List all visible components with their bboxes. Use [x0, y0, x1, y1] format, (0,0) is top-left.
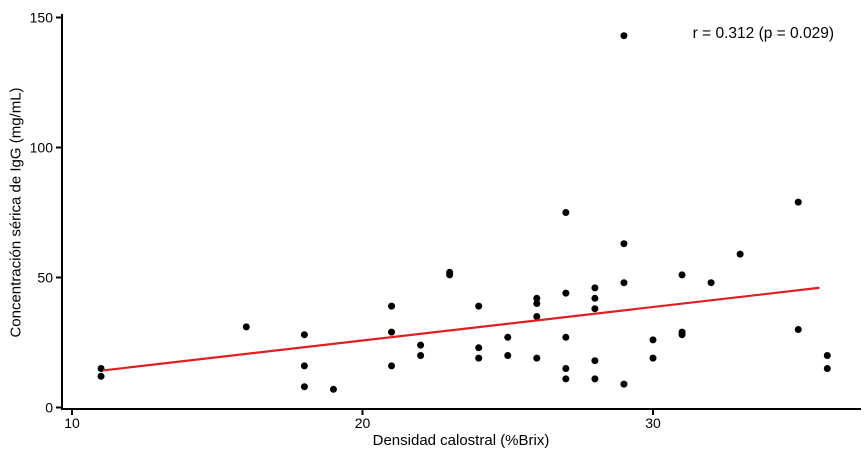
- data-point: [242, 323, 250, 331]
- data-point: [562, 333, 570, 341]
- data-point: [620, 32, 628, 40]
- data-point: [591, 284, 599, 292]
- data-point: [417, 352, 425, 359]
- data-point: [388, 302, 396, 310]
- data-point: [388, 328, 396, 336]
- y-axis-tick-label: 0: [45, 400, 53, 416]
- data-point: [591, 357, 599, 365]
- data-point: [794, 198, 802, 206]
- data-point: [707, 279, 715, 287]
- data-point: [794, 326, 802, 333]
- y-axis-title-container: Concentración sérica de IgG (mg/mL): [1, 0, 31, 424]
- data-point: [649, 354, 657, 362]
- data-point: [97, 365, 105, 372]
- data-point: [620, 279, 628, 287]
- x-axis-tick-label: 20: [355, 415, 371, 431]
- data-point: [475, 354, 483, 362]
- data-point: [300, 362, 308, 370]
- trend-line: [102, 286, 820, 372]
- data-point: [300, 331, 308, 339]
- data-point: [562, 365, 570, 372]
- data-point: [475, 302, 483, 310]
- correlation-annotation: r = 0.312 (p = 0.029): [692, 25, 834, 42]
- x-axis-title: Densidad calostral (%Brix): [372, 432, 550, 449]
- x-axis-tick-label: 30: [645, 415, 661, 431]
- data-point: [620, 380, 628, 388]
- data-point: [446, 271, 454, 279]
- data-point: [504, 352, 512, 359]
- data-point: [591, 305, 599, 313]
- data-point: [562, 375, 570, 383]
- data-point: [533, 354, 541, 362]
- data-point: [533, 313, 541, 320]
- data-point: [823, 365, 831, 372]
- data-point: [329, 385, 337, 393]
- data-point: [591, 294, 599, 302]
- data-point: [533, 300, 541, 307]
- data-point: [736, 250, 744, 258]
- y-axis-title: Concentración sérica de IgG (mg/mL): [7, 86, 25, 338]
- data-point: [475, 344, 483, 352]
- data-point: [417, 341, 425, 349]
- data-point: [823, 352, 831, 359]
- data-point: [533, 294, 541, 302]
- x-axis-tick-label: 10: [64, 415, 80, 431]
- data-point: [649, 336, 657, 344]
- data-point: [591, 375, 599, 383]
- data-point: [562, 289, 570, 297]
- data-point: [388, 362, 396, 370]
- data-point: [678, 271, 686, 279]
- y-axis-tick-label: 50: [37, 270, 53, 286]
- y-axis-tick-label: 150: [30, 10, 54, 26]
- data-point: [97, 372, 105, 380]
- data-point: [678, 331, 686, 339]
- y-axis-tick-label: 100: [30, 140, 54, 156]
- data-point: [504, 333, 512, 341]
- data-point: [620, 240, 628, 248]
- data-point: [562, 209, 570, 216]
- data-point: [300, 383, 308, 391]
